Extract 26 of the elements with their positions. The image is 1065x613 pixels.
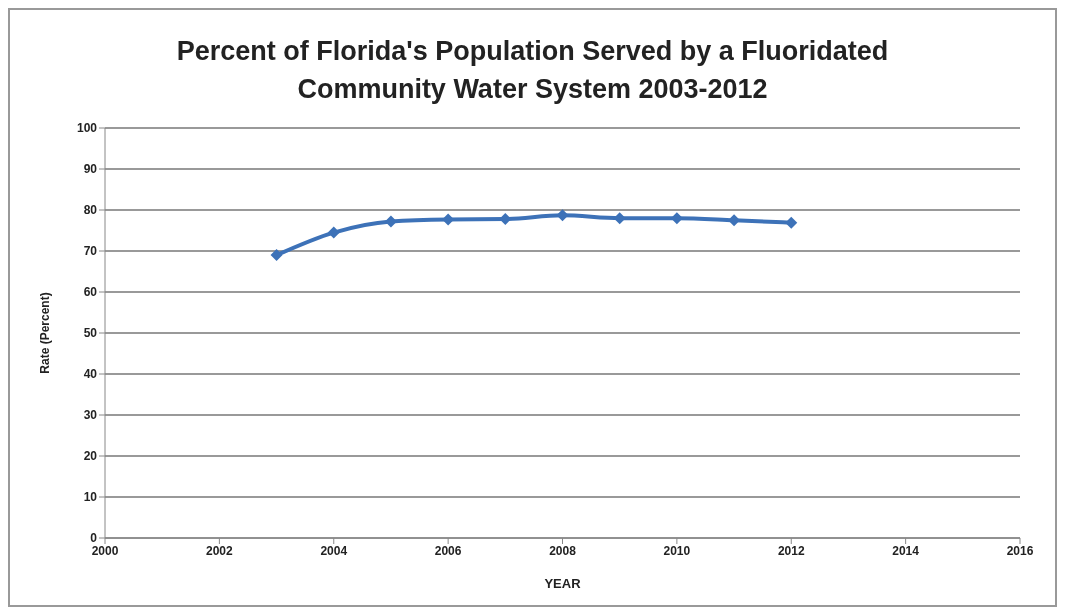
y-tick-label: 10 [83, 490, 98, 505]
x-tick-label: 2016 [1006, 543, 1034, 558]
x-tick-label: 2000 [91, 543, 119, 558]
y-tick-label: 50 [83, 326, 98, 341]
y-tick-label: 90 [83, 162, 98, 177]
x-tick-label: 2010 [663, 543, 691, 558]
x-tick-label: 2006 [434, 543, 462, 558]
y-tick-label: 100 [76, 121, 98, 136]
x-tick-label: 2002 [206, 543, 234, 558]
y-tick-label: 70 [83, 244, 98, 259]
y-tick-label: 60 [83, 285, 98, 300]
point [327, 226, 340, 239]
x-tick-label: 2012 [777, 543, 805, 558]
y-tick-label: 40 [83, 367, 98, 382]
chart-title: Percent of Florida's Population Served by a Fluoridated Community Water System 2003-2012 [175, 35, 890, 106]
y-tick-label: 80 [83, 203, 98, 218]
y-tick-label: 30 [83, 408, 98, 423]
point [785, 216, 798, 229]
point [270, 249, 283, 262]
x-tick-label: 2004 [320, 543, 348, 558]
y-axis-title: Rate (Percent) [38, 292, 53, 374]
y-tick-label: 20 [83, 449, 98, 464]
x-axis-title: YEAR [544, 576, 582, 591]
x-tick-label: 2008 [549, 543, 577, 558]
x-tick-label: 2014 [892, 543, 920, 558]
y-tick-label: 0 [90, 531, 98, 546]
